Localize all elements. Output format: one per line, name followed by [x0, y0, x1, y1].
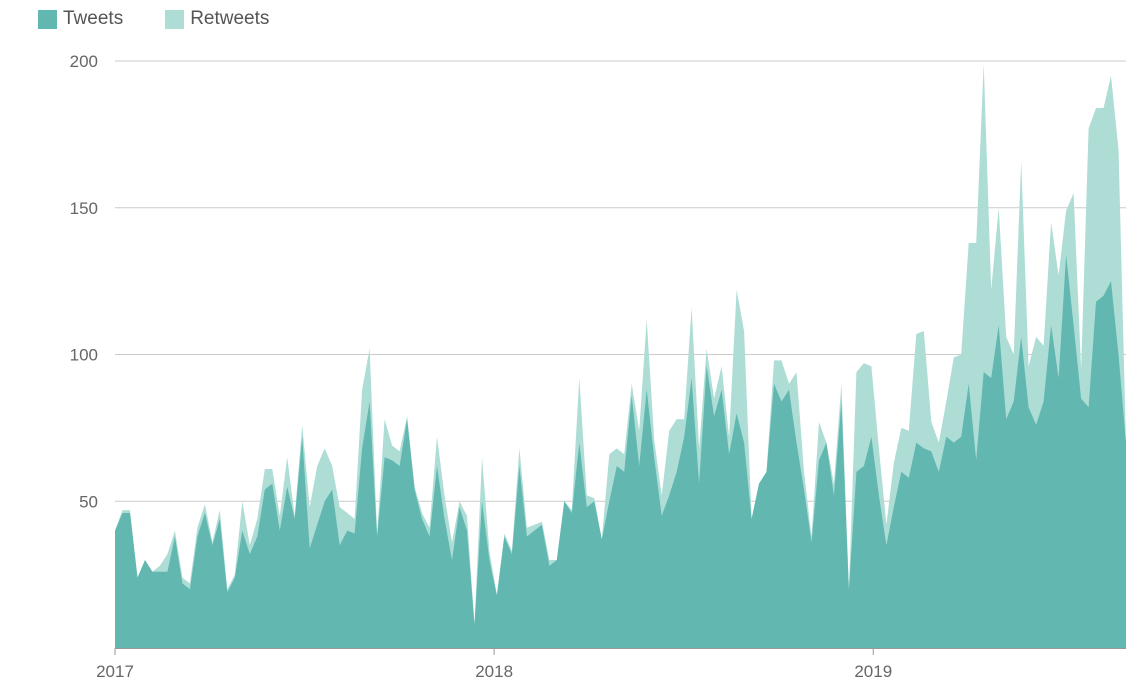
legend-item-tweets[interactable]: Tweets: [38, 8, 123, 30]
legend-label-tweets: Tweets: [63, 8, 124, 29]
x-tick-label-2018: 2018: [475, 662, 513, 681]
tweets-area: [115, 254, 1126, 648]
legend-label-retweets: Retweets: [190, 8, 270, 29]
x-tick-label-2017: 2017: [96, 662, 134, 681]
y-tick-label-200: 200: [70, 52, 98, 71]
legend: Tweets Retweets: [38, 8, 311, 30]
legend-swatch-retweets: [165, 9, 185, 29]
legend-swatch-tweets: [38, 9, 57, 29]
x-tick-label-2019: 2019: [854, 662, 892, 681]
y-tick-label-100: 100: [70, 346, 98, 365]
x-axis: 2017 2018 2019: [96, 648, 1126, 681]
legend-item-retweets[interactable]: Retweets: [165, 8, 269, 30]
y-tick-label-150: 150: [70, 199, 98, 218]
y-tick-label-50: 50: [79, 492, 98, 511]
areas: [115, 63, 1126, 648]
y-axis: 50 100 150 200: [70, 52, 98, 511]
